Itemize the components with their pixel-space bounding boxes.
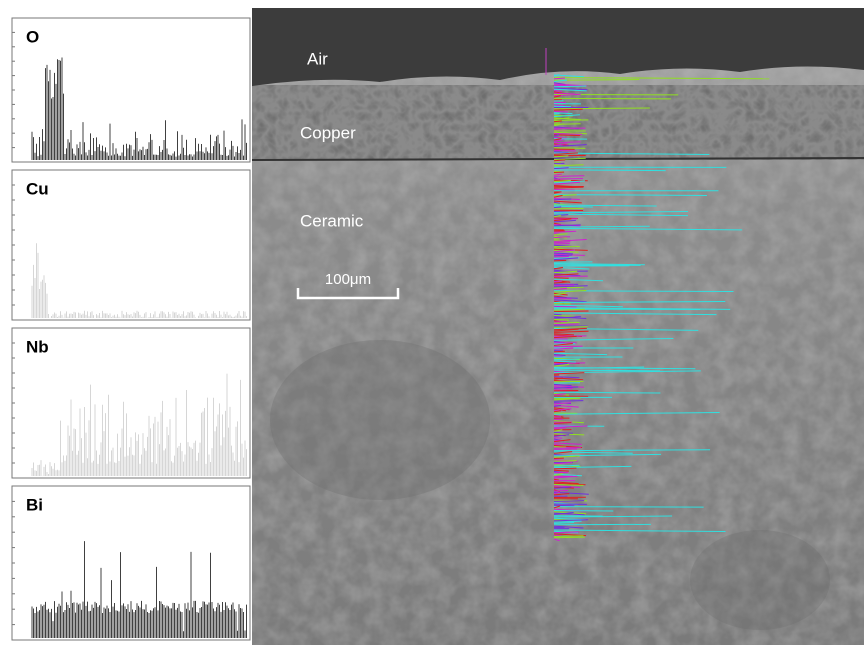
scan-trace bbox=[554, 314, 562, 315]
scan-trace bbox=[554, 134, 582, 135]
label-copper: Copper bbox=[300, 123, 356, 142]
panel-label: Nb bbox=[26, 337, 49, 356]
scan-trace bbox=[554, 324, 579, 325]
scan-trace bbox=[554, 490, 568, 491]
scan-trace bbox=[554, 319, 569, 320]
scan-trace bbox=[554, 363, 585, 364]
scan-trace bbox=[554, 124, 581, 125]
scan-trace bbox=[554, 176, 584, 177]
scan-trace bbox=[554, 256, 569, 257]
scan-trace bbox=[554, 111, 568, 112]
scan-trace bbox=[554, 150, 576, 151]
scan-trace bbox=[554, 359, 580, 360]
scan-trace bbox=[554, 532, 579, 533]
scan-trace bbox=[554, 260, 566, 261]
scan-trace bbox=[554, 535, 561, 536]
scan-trace bbox=[554, 255, 572, 256]
panel-label: Bi bbox=[26, 495, 43, 514]
label-air: Air bbox=[307, 49, 328, 68]
spectra-panels: O Cu Nb Bi bbox=[12, 18, 250, 640]
scan-trace bbox=[554, 511, 613, 512]
scan-trace bbox=[554, 321, 567, 322]
panel-frame bbox=[12, 18, 250, 162]
scan-trace bbox=[554, 507, 704, 508]
scan-trace bbox=[554, 401, 583, 402]
scan-trace bbox=[554, 120, 588, 121]
scan-trace bbox=[554, 537, 585, 538]
scan-trace bbox=[554, 106, 571, 107]
scan-trace bbox=[554, 237, 570, 238]
scan-trace bbox=[554, 311, 589, 312]
scan-trace bbox=[554, 346, 583, 347]
scan-trace bbox=[554, 351, 565, 352]
scan-trace bbox=[554, 207, 561, 208]
label-ceramic: Ceramic bbox=[300, 211, 364, 230]
scan-trace bbox=[554, 327, 588, 328]
scale-bar-label: 100μm bbox=[325, 271, 371, 288]
panel-label: Cu bbox=[26, 179, 49, 198]
scan-trace bbox=[554, 306, 577, 307]
scan-trace bbox=[554, 505, 574, 506]
panel-label: O bbox=[26, 27, 39, 46]
scan-trace bbox=[554, 86, 586, 87]
figure: Air Copper Ceramic 100μm O Cu Nb Bi bbox=[0, 0, 864, 645]
scan-trace bbox=[554, 148, 585, 149]
